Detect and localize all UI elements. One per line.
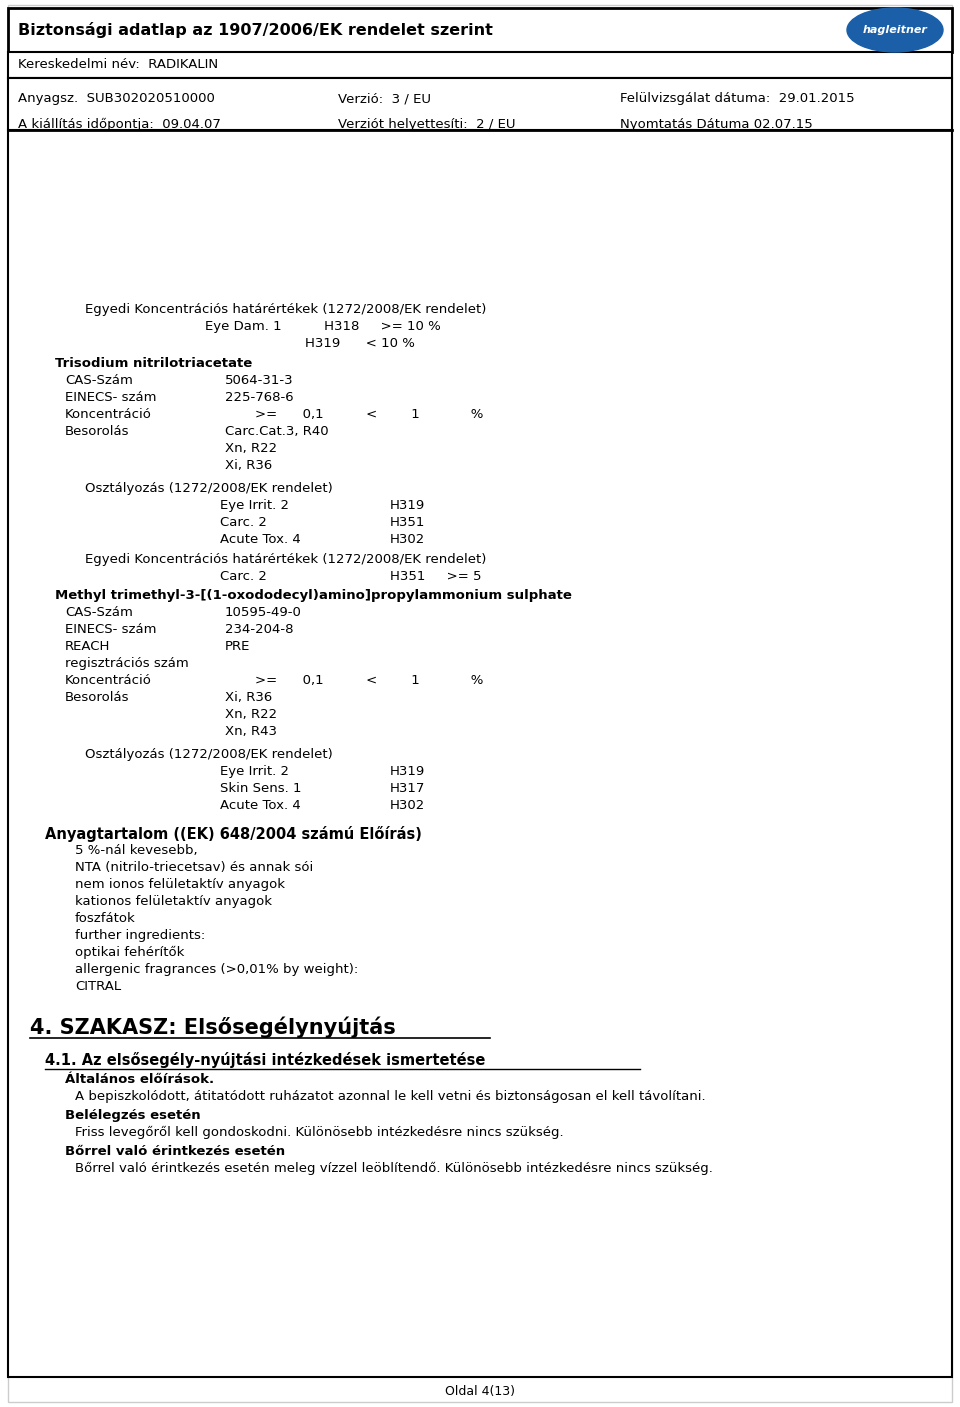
Text: nem ionos felületaktív anyagok: nem ionos felületaktív anyagok — [75, 878, 285, 891]
Text: Egyedi Koncentrációs határértékek (1272/2008/EK rendelet): Egyedi Koncentrációs határértékek (1272/… — [85, 303, 487, 317]
Text: Friss levegőről kell gondoskodni. Különösebb intézkedésre nincs szükség.: Friss levegőről kell gondoskodni. Különö… — [75, 1126, 564, 1140]
Text: foszfátok: foszfátok — [75, 912, 135, 924]
Text: A bepiszkolódott, átitatódott ruházatot azonnal le kell vetni és biztonságosan e: A bepiszkolódott, átitatódott ruházatot … — [75, 1090, 706, 1103]
Text: Koncentráció: Koncentráció — [65, 408, 152, 421]
Text: Besorolás: Besorolás — [65, 425, 130, 438]
Text: regisztrációs szám: regisztrációs szám — [65, 657, 189, 670]
Text: Osztályozás (1272/2008/EK rendelet): Osztályozás (1272/2008/EK rendelet) — [85, 749, 333, 761]
Text: Felülvizsgálat dátuma:  29.01.2015: Felülvizsgálat dátuma: 29.01.2015 — [620, 91, 854, 106]
Text: >=      0,1          <        1            %: >= 0,1 < 1 % — [255, 674, 484, 687]
Bar — [8, 129, 952, 1377]
Text: Xi, R36: Xi, R36 — [225, 459, 273, 471]
Text: Skin Sens. 1: Skin Sens. 1 — [220, 782, 301, 795]
Text: 10595-49-0: 10595-49-0 — [225, 606, 301, 619]
Text: Carc.Cat.3, R40: Carc.Cat.3, R40 — [225, 425, 328, 438]
Text: Bőrrel való érintkezés esetén: Bőrrel való érintkezés esetén — [65, 1145, 285, 1158]
Text: Verziót helyettesíti:  2 / EU: Verziót helyettesíti: 2 / EU — [338, 118, 516, 131]
Text: H319: H319 — [390, 765, 425, 778]
Text: Bőrrel való érintkezés esetén meleg vízzel leöblítendő. Különösebb intézkedésre : Bőrrel való érintkezés esetén meleg vízz… — [75, 1162, 713, 1175]
Text: 4.1. Az elsősegély-nyújtási intézkedések ismertetése: 4.1. Az elsősegély-nyújtási intézkedések… — [45, 1052, 486, 1068]
Text: H302: H302 — [390, 533, 425, 546]
Text: Carc. 2: Carc. 2 — [220, 570, 267, 582]
Text: EINECS- szám: EINECS- szám — [65, 391, 156, 404]
Text: H351     >= 5: H351 >= 5 — [390, 570, 482, 582]
Text: Xn, R43: Xn, R43 — [225, 725, 277, 739]
Text: Acute Tox. 4: Acute Tox. 4 — [220, 533, 300, 546]
Text: Eye Irrit. 2: Eye Irrit. 2 — [220, 765, 289, 778]
Text: 234-204-8: 234-204-8 — [225, 623, 294, 636]
Bar — [8, 52, 952, 77]
Text: Verzió:  3 / EU: Verzió: 3 / EU — [338, 91, 431, 106]
Text: Oldal 4(13): Oldal 4(13) — [445, 1386, 515, 1399]
Text: H319      < 10 %: H319 < 10 % — [305, 338, 415, 350]
Text: H302: H302 — [390, 799, 425, 812]
Text: A kiállítás időpontja:  09.04.07: A kiállítás időpontja: 09.04.07 — [18, 118, 221, 131]
Text: further ingredients:: further ingredients: — [75, 929, 205, 943]
Text: Xn, R22: Xn, R22 — [225, 442, 277, 454]
Bar — [8, 77, 952, 129]
Text: Osztályozás (1272/2008/EK rendelet): Osztályozás (1272/2008/EK rendelet) — [85, 483, 333, 495]
Text: Belélegzés esetén: Belélegzés esetén — [65, 1109, 201, 1121]
Text: 5064-31-3: 5064-31-3 — [225, 374, 294, 387]
Text: Kereskedelmi név:  RADIKALIN: Kereskedelmi név: RADIKALIN — [18, 59, 218, 72]
Bar — [8, 8, 952, 52]
Text: Eye Dam. 1          H318     >= 10 %: Eye Dam. 1 H318 >= 10 % — [205, 319, 441, 333]
Text: Koncentráció: Koncentráció — [65, 674, 152, 687]
Text: CAS-Szám: CAS-Szám — [65, 374, 132, 387]
Ellipse shape — [847, 8, 943, 52]
Text: REACH: REACH — [65, 640, 110, 653]
Text: Általános előírások.: Általános előírások. — [65, 1074, 214, 1086]
Text: >=      0,1          <        1            %: >= 0,1 < 1 % — [255, 408, 484, 421]
Text: CITRAL: CITRAL — [75, 981, 121, 993]
Text: Acute Tox. 4: Acute Tox. 4 — [220, 799, 300, 812]
Text: allergenic fragrances (>0,01% by weight):: allergenic fragrances (>0,01% by weight)… — [75, 962, 358, 976]
Text: Xi, R36: Xi, R36 — [225, 691, 273, 704]
Text: Trisodium nitrilotriacetate: Trisodium nitrilotriacetate — [55, 357, 252, 370]
Text: kationos felületaktív anyagok: kationos felületaktív anyagok — [75, 895, 272, 908]
Text: Xn, R22: Xn, R22 — [225, 708, 277, 720]
Text: optikai fehérítők: optikai fehérítők — [75, 946, 184, 960]
Text: 225-768-6: 225-768-6 — [225, 391, 294, 404]
Text: Eye Irrit. 2: Eye Irrit. 2 — [220, 499, 289, 512]
Text: Besorolás: Besorolás — [65, 691, 130, 704]
Text: H317: H317 — [390, 782, 425, 795]
Text: 5 %-nál kevesebb,: 5 %-nál kevesebb, — [75, 844, 198, 857]
Text: hagleitner: hagleitner — [863, 25, 927, 35]
Text: Nyomtatás Dátuma 02.07.15: Nyomtatás Dátuma 02.07.15 — [620, 118, 813, 131]
Text: PRE: PRE — [225, 640, 251, 653]
Text: Anyagsz.  SUB302020510000: Anyagsz. SUB302020510000 — [18, 91, 215, 106]
Text: Methyl trimethyl-3-[(1-oxododecyl)amino]propylammonium sulphate: Methyl trimethyl-3-[(1-oxododecyl)amino]… — [55, 590, 572, 602]
Text: Egyedi Koncentrációs határértékek (1272/2008/EK rendelet): Egyedi Koncentrációs határértékek (1272/… — [85, 553, 487, 566]
Text: 4. SZAKASZ: Elsősegélynyújtás: 4. SZAKASZ: Elsősegélynyújtás — [30, 1016, 396, 1037]
Text: NTA (nitrilo-triecetsav) és annak sói: NTA (nitrilo-triecetsav) és annak sói — [75, 861, 313, 874]
Text: CAS-Szám: CAS-Szám — [65, 606, 132, 619]
Text: Carc. 2: Carc. 2 — [220, 516, 267, 529]
Text: EINECS- szám: EINECS- szám — [65, 623, 156, 636]
Text: H319: H319 — [390, 499, 425, 512]
Text: H351: H351 — [390, 516, 425, 529]
Text: Anyagtartalom ((EK) 648/2004 számú Előírás): Anyagtartalom ((EK) 648/2004 számú Előír… — [45, 826, 421, 841]
Text: Biztonsági adatlap az 1907/2006/EK rendelet szerint: Biztonsági adatlap az 1907/2006/EK rende… — [18, 23, 492, 38]
